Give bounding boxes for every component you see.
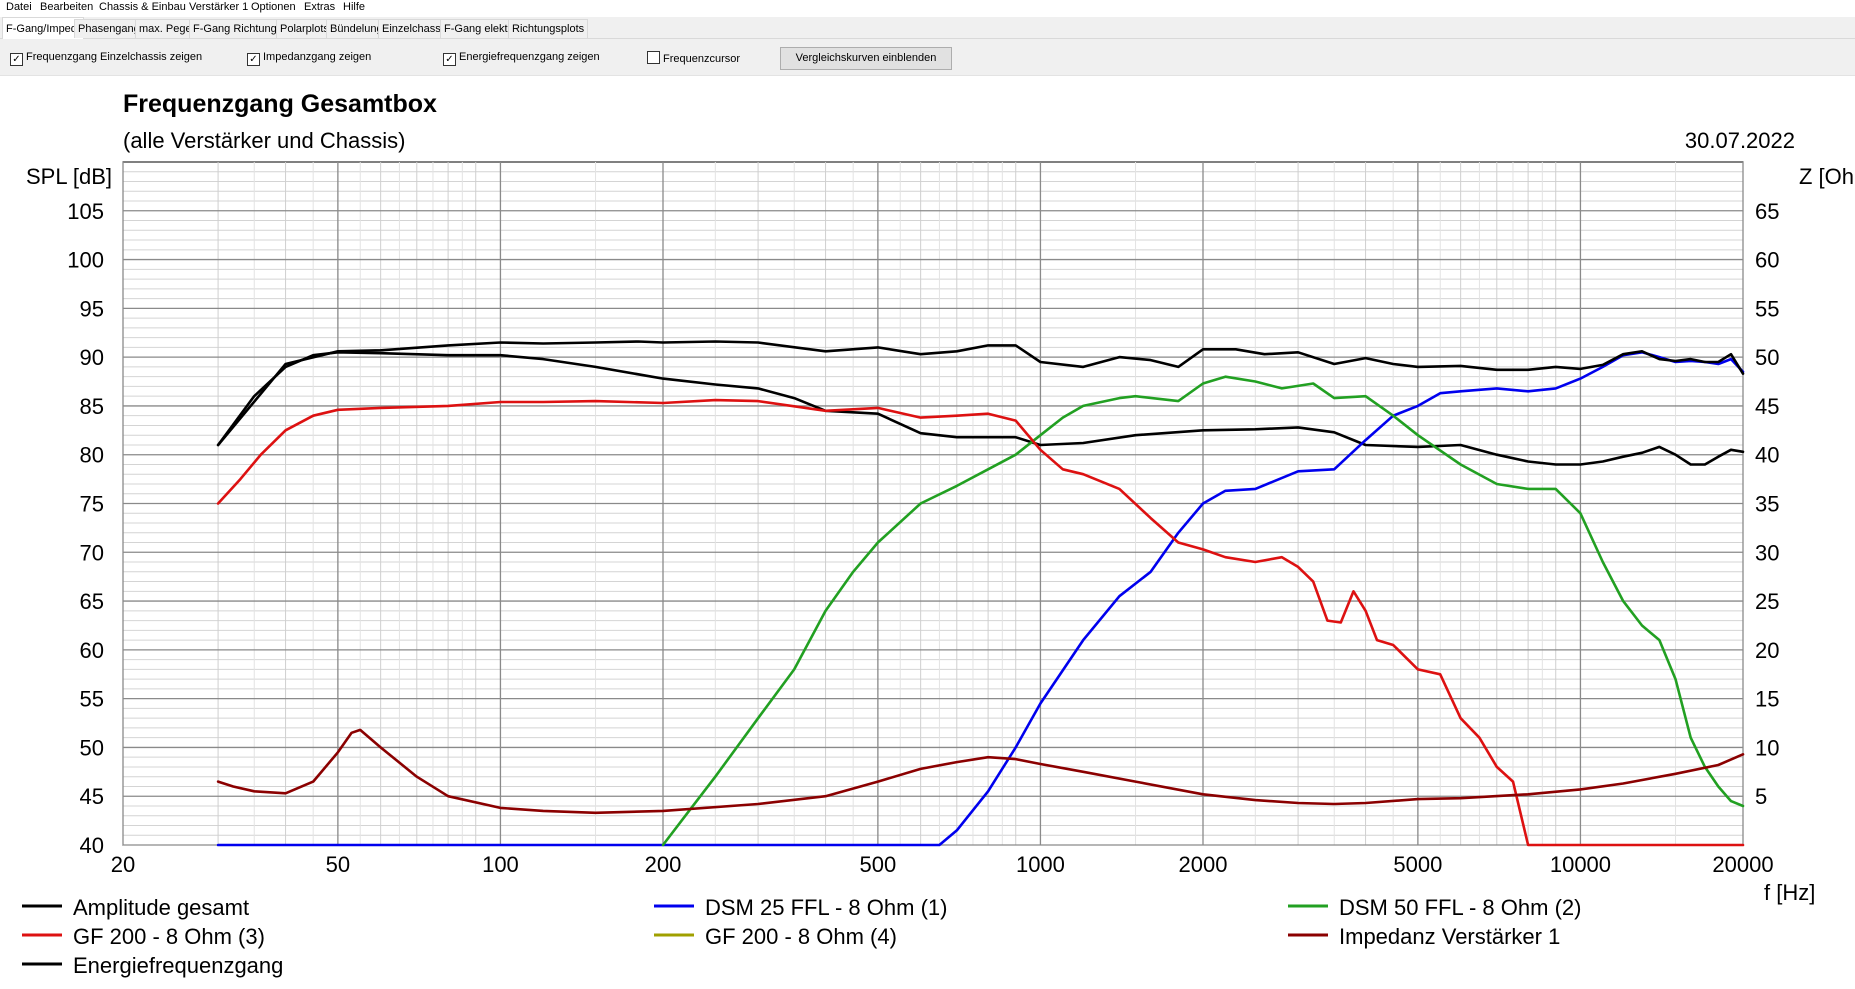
- legend-label: GF 200 - 8 Ohm (3): [73, 924, 265, 949]
- option-frequenzcursor[interactable]: Frequenzcursor: [647, 51, 740, 65]
- chart-title: Frequenzgang Gesamtbox: [123, 90, 437, 118]
- series-line-1: [216, 351, 1745, 466]
- y2-tick-label: 5: [1755, 784, 1767, 809]
- y2-tick-label: 45: [1755, 394, 1779, 419]
- y2-tick-label: 20: [1755, 638, 1779, 663]
- series-line-6: [216, 728, 1745, 815]
- options-bar: ✓ Frequenzgang Einzelchassis zeigen ✓ Impe…: [0, 39, 1855, 76]
- tab-f-gang-imped[interactable]: F-Gang/Imped.: [2, 17, 84, 39]
- tab-f-gang-elektr[interactable]: F-Gang elektr.: [440, 19, 518, 38]
- tab-max-pegel[interactable]: max. Pegel: [135, 19, 199, 38]
- compare-curves-button[interactable]: Vergleichskurven einblenden: [780, 47, 952, 70]
- legend-label: Energiefrequenzgang: [73, 953, 283, 978]
- y-axis-label: SPL [dB]: [26, 164, 112, 189]
- y2-tick-label: 60: [1755, 248, 1779, 273]
- x-tick-label: 100: [482, 852, 519, 877]
- menu-item-datei[interactable]: Datei: [6, 1, 32, 13]
- tab-phasengang[interactable]: Phasengang: [74, 19, 144, 38]
- x-tick-label: 500: [860, 852, 897, 877]
- y-tick-label: 45: [80, 784, 104, 809]
- y-tick-label: 105: [67, 199, 104, 224]
- menu-item-extras[interactable]: Extras: [304, 1, 336, 13]
- legend-label: Amplitude gesamt: [73, 895, 249, 920]
- checkbox-unchecked-icon[interactable]: [647, 51, 660, 64]
- x-tick-label: 50: [326, 852, 350, 877]
- chart-date: 30.07.2022: [1685, 128, 1795, 153]
- legend-label: Impedanz Verstärker 1: [1339, 924, 1560, 949]
- y-tick-label: 90: [80, 345, 104, 370]
- option-impedanzgang[interactable]: ✓ Impedanzgang zeigen: [247, 51, 371, 66]
- menu-item-verstaerker[interactable]: Verstärker 1: [189, 1, 249, 13]
- y-tick-label: 75: [80, 492, 104, 517]
- option-label: Energiefrequenzgang zeigen: [459, 51, 600, 63]
- series-line-4: [216, 398, 1745, 847]
- grid: [122, 161, 1744, 846]
- checkbox-checked-icon[interactable]: ✓: [10, 53, 23, 66]
- y-tick-label: 65: [80, 589, 104, 614]
- menu-bar: Datei Bearbeiten Chassis & Einbau Verstä…: [0, 0, 1855, 16]
- series-line-7: [216, 340, 1745, 447]
- y-tick-label: 40: [80, 833, 104, 858]
- series-layer: [216, 340, 1745, 847]
- y2-tick-label: 65: [1755, 199, 1779, 224]
- tab-polarplots[interactable]: Polarplots: [276, 19, 333, 38]
- tab-richtungsplots[interactable]: Richtungsplots: [508, 19, 589, 38]
- tab-bar: F-Gang/Imped. Phasengang max. Pegel F-Ga…: [0, 17, 1855, 39]
- x-tick-label: 200: [645, 852, 682, 877]
- menu-item-chassis[interactable]: Chassis & Einbau: [99, 1, 186, 13]
- x-tick-label: 20: [111, 852, 135, 877]
- x-axis-label: f [Hz]: [1764, 880, 1815, 905]
- option-energiefrequenzgang[interactable]: ✓ Energiefrequenzgang zeigen: [443, 51, 600, 66]
- y2-tick-label: 35: [1755, 492, 1779, 517]
- option-frequenzgang-einzelchassis[interactable]: ✓ Frequenzgang Einzelchassis zeigen: [10, 51, 202, 66]
- legend-label: DSM 25 FFL - 8 Ohm (1): [705, 895, 947, 920]
- tab-f-gang-richtungen[interactable]: F-Gang Richtungen: [189, 19, 293, 38]
- y-tick-label: 95: [80, 296, 104, 321]
- series-line-3: [661, 375, 1745, 847]
- tab-buendelung[interactable]: Bündelung: [326, 19, 387, 38]
- frequency-response-chart: 40 45 50 55 60 65 70 75 80 85 90 95 100 105 5 10 15 20 25 3…: [22, 90, 1855, 978]
- y2-tick-label: 55: [1755, 296, 1779, 321]
- x-tick-label: 5000: [1393, 852, 1442, 877]
- menu-item-optionen[interactable]: Optionen: [251, 1, 296, 13]
- y-tick-label: 50: [80, 735, 104, 760]
- option-label: Frequenzcursor: [663, 53, 741, 65]
- menu-item-bearbeiten[interactable]: Bearbeiten: [40, 1, 94, 13]
- checkbox-checked-icon[interactable]: ✓: [247, 53, 260, 66]
- y-tick-label: 60: [80, 638, 104, 663]
- y2-tick-label: 30: [1755, 540, 1779, 565]
- axes: 40 45 50 55 60 65 70 75 80 85 90 95 100 105 5 10 15 20 25 3…: [67, 199, 1779, 877]
- y2-tick-label: 40: [1755, 443, 1779, 468]
- chart-subtitle: (alle Verstärker und Chassis): [123, 128, 405, 153]
- y-tick-label: 70: [80, 540, 104, 565]
- checkbox-checked-icon[interactable]: ✓: [443, 53, 456, 66]
- y-tick-label: 80: [80, 443, 104, 468]
- legend-label: GF 200 - 8 Ohm (4): [705, 924, 897, 949]
- tab-einzelchassis[interactable]: Einzelchassis: [378, 19, 453, 38]
- series-line-2: [216, 351, 1745, 847]
- legend: Amplitude gesamt DSM 25 FFL - 8 Ohm (1) DS…: [22, 895, 1581, 978]
- option-label: Frequenzgang Einzelchassis zeigen: [26, 51, 203, 63]
- y2-tick-label: 15: [1755, 687, 1779, 712]
- y2-tick-label: 25: [1755, 589, 1779, 614]
- option-label: Impedanzgang zeigen: [263, 51, 372, 63]
- y2-tick-label: 50: [1755, 345, 1779, 370]
- menu-item-hilfe[interactable]: Hilfe: [343, 1, 366, 13]
- y2-axis-label: Z [Ohm]: [1799, 164, 1855, 189]
- legend-label: DSM 50 FFL - 8 Ohm (2): [1339, 895, 1581, 920]
- y-tick-label: 100: [67, 248, 104, 273]
- x-tick-label: 2000: [1179, 852, 1228, 877]
- y-tick-label: 85: [80, 394, 104, 419]
- x-tick-label: 10000: [1550, 852, 1611, 877]
- y2-tick-label: 10: [1755, 735, 1779, 760]
- x-tick-label: 1000: [1016, 852, 1065, 877]
- y-tick-label: 55: [80, 687, 104, 712]
- x-tick-label: 20000: [1712, 852, 1773, 877]
